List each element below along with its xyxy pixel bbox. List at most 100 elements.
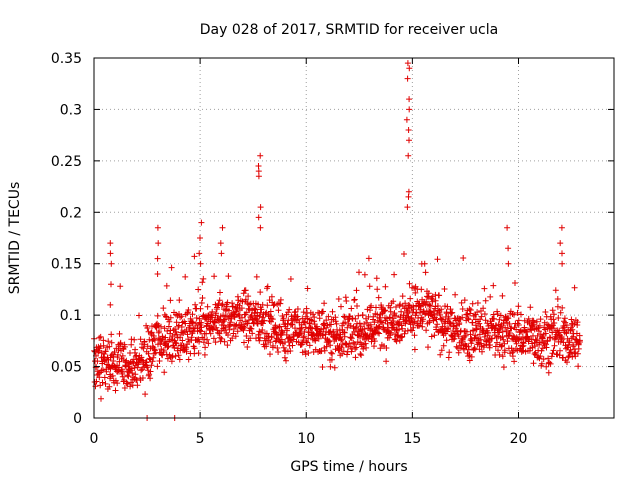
- data-point: [448, 310, 455, 317]
- data-point: [367, 321, 374, 328]
- data-point: [287, 276, 294, 282]
- data-point: [147, 368, 154, 375]
- data-point: [490, 282, 497, 289]
- data-point: [306, 320, 313, 327]
- data-point: [172, 326, 178, 332]
- data-point: [172, 339, 179, 346]
- data-point: [445, 354, 452, 361]
- data-point: [401, 330, 408, 337]
- data-point: [225, 332, 231, 338]
- data-point: [221, 338, 228, 345]
- data-point: [504, 338, 511, 345]
- data-point: [285, 309, 292, 316]
- data-point: [278, 336, 285, 343]
- data-point: [172, 353, 179, 360]
- data-point: [196, 338, 203, 345]
- data-point: [559, 304, 566, 311]
- data-point: [245, 293, 252, 300]
- data-point: [411, 332, 418, 339]
- data-point: [198, 324, 205, 331]
- data-point: [108, 331, 115, 338]
- data-point: [459, 336, 466, 343]
- data-point: [463, 328, 470, 335]
- data-point: [348, 335, 355, 342]
- data-point: [144, 325, 151, 331]
- data-point: [248, 325, 255, 332]
- x-tick-label: 5: [196, 431, 205, 447]
- data-point: [121, 343, 128, 350]
- data-point: [505, 315, 512, 322]
- data-point: [510, 333, 517, 339]
- data-point: [96, 374, 103, 381]
- data-point: [270, 342, 276, 349]
- data-point: [114, 380, 121, 387]
- data-point: [198, 219, 205, 226]
- data-point: [508, 325, 515, 332]
- data-point: [527, 304, 534, 311]
- data-point: [222, 324, 229, 331]
- data-point: [315, 335, 322, 342]
- data-point: [480, 305, 487, 312]
- data-point: [353, 344, 360, 351]
- data-point: [360, 345, 367, 352]
- data-point: [537, 316, 544, 323]
- data-point: [391, 271, 398, 278]
- data-point: [403, 116, 410, 123]
- data-point: [173, 311, 179, 318]
- data-point: [343, 298, 350, 304]
- data-point: [407, 295, 414, 302]
- data-point: [149, 358, 156, 365]
- data-point: [184, 310, 191, 317]
- data-point: [131, 336, 138, 343]
- data-point: [453, 343, 460, 350]
- data-point: [283, 357, 289, 364]
- y-tick-label: 0.1: [60, 308, 82, 324]
- data-point: [182, 273, 189, 280]
- data-point: [491, 315, 497, 322]
- data-point: [406, 137, 412, 144]
- data-point: [193, 315, 200, 321]
- data-point: [242, 287, 249, 294]
- y-tick-label: 0.35: [51, 51, 82, 67]
- data-point: [428, 333, 435, 340]
- data-point: [312, 337, 319, 344]
- data-point: [156, 328, 163, 335]
- data-point: [107, 240, 114, 247]
- data-point: [423, 327, 430, 334]
- data-point: [155, 322, 162, 329]
- data-point: [561, 318, 567, 325]
- data-point: [161, 325, 168, 332]
- data-point: [325, 313, 332, 320]
- data-point: [563, 322, 570, 329]
- data-point: [576, 337, 583, 344]
- data-point: [300, 334, 307, 341]
- y-tick-label: 0.05: [51, 360, 82, 376]
- data-point: [481, 285, 488, 292]
- data-point: [244, 344, 251, 350]
- data-point: [460, 255, 467, 261]
- data-point: [214, 327, 221, 334]
- data-point: [191, 253, 198, 260]
- data-point: [496, 351, 503, 358]
- data-point: [105, 338, 112, 345]
- data-point: [123, 380, 130, 387]
- data-point: [327, 342, 334, 349]
- data-point: [217, 240, 224, 247]
- data-point: [566, 339, 573, 346]
- data-point: [289, 315, 296, 322]
- data-point: [197, 235, 203, 241]
- data-point: [173, 331, 180, 338]
- data-point: [405, 152, 412, 159]
- data-point: [321, 347, 328, 354]
- data-point: [102, 348, 109, 355]
- data-point: [461, 297, 468, 304]
- data-point: [499, 333, 506, 340]
- data-point: [393, 313, 399, 319]
- data-point: [520, 340, 527, 347]
- data-point: [509, 353, 516, 360]
- data-point: [455, 349, 462, 356]
- data-point: [412, 289, 419, 296]
- data-point: [393, 338, 400, 345]
- data-point: [189, 319, 196, 326]
